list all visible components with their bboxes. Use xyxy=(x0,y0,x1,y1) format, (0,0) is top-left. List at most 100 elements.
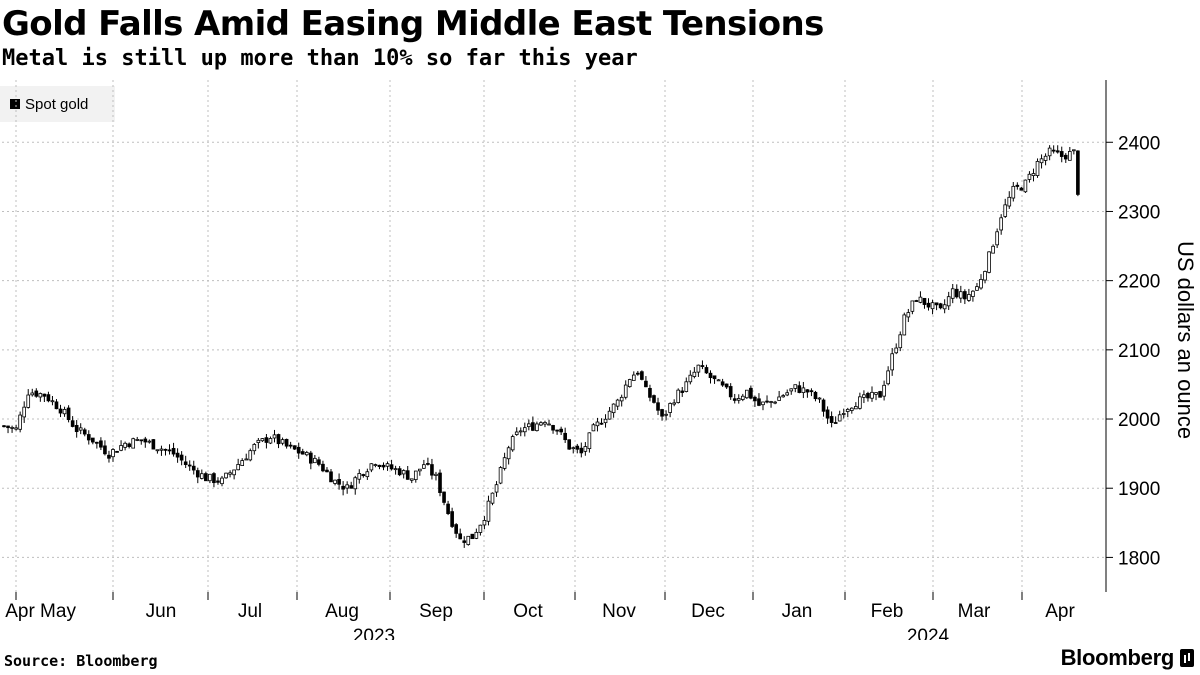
y-tick-label: 1900 xyxy=(1118,479,1160,500)
candle-body xyxy=(373,464,378,466)
legend-label-spot-gold: Spot gold xyxy=(25,95,89,113)
candle-body xyxy=(123,442,127,448)
candle-body xyxy=(405,470,410,480)
candle-body xyxy=(111,449,115,458)
candle-body xyxy=(2,425,6,428)
x-axis: Apr May Jun Jul Aug Sep Oct Nov Dec Jan Feb Mar Apr2… xyxy=(5,592,1075,640)
candle-body xyxy=(627,379,632,388)
candle-body xyxy=(930,302,935,310)
x-tick-label: Sep xyxy=(419,601,453,622)
candle-body xyxy=(179,454,184,461)
candle-body xyxy=(236,464,240,471)
candle-body xyxy=(486,500,491,522)
candle-body xyxy=(377,464,382,467)
y-tick-label: 2300 xyxy=(1118,202,1160,223)
candle-body xyxy=(769,401,773,403)
candle-body xyxy=(361,474,366,477)
x-tick-label: Jan xyxy=(782,601,813,622)
candle-body xyxy=(337,479,341,485)
candle-body xyxy=(611,403,616,414)
candle-body xyxy=(159,448,164,451)
candle-body xyxy=(789,388,794,392)
candle-body xyxy=(539,422,543,426)
candle-body xyxy=(543,422,547,425)
candle-body xyxy=(777,396,781,401)
candle-body xyxy=(300,451,305,455)
candle-body xyxy=(462,540,467,543)
candle-body xyxy=(409,478,414,481)
candle-body xyxy=(619,396,624,402)
candle-body xyxy=(551,425,555,431)
candle-body xyxy=(393,468,398,471)
candle-body xyxy=(906,312,911,318)
candle-body xyxy=(208,473,212,482)
candle-body xyxy=(898,334,903,349)
candle-body xyxy=(797,385,802,393)
candle-body xyxy=(603,418,608,424)
candle-body xyxy=(878,391,882,398)
candle-body xyxy=(224,472,228,479)
candle-body xyxy=(309,452,313,464)
candle-body xyxy=(934,302,939,306)
candle-body xyxy=(563,432,567,441)
candle-body xyxy=(615,399,620,407)
candle-body xyxy=(736,398,741,401)
candle-body xyxy=(50,400,55,403)
candle-body xyxy=(369,463,374,471)
candle-body xyxy=(478,524,483,533)
candle-body xyxy=(753,396,757,402)
candle-body xyxy=(704,367,709,374)
candle-body xyxy=(963,291,967,300)
y-tick-label: 2200 xyxy=(1118,272,1160,293)
candle-body xyxy=(434,473,438,476)
candle-body xyxy=(510,436,515,451)
candle-body xyxy=(849,407,854,411)
y-tick-label: 2000 xyxy=(1118,410,1160,431)
x-tick-label: Jul xyxy=(238,601,262,622)
candle-body xyxy=(212,473,216,484)
candle-body xyxy=(1007,196,1012,207)
candle-body xyxy=(349,485,354,489)
candle-body xyxy=(817,397,822,400)
candle-body xyxy=(26,394,31,408)
candle-body xyxy=(248,450,253,461)
candle-body xyxy=(200,473,204,479)
candle-body xyxy=(1019,187,1024,191)
candle-body xyxy=(430,464,434,476)
candle-body xyxy=(535,423,539,432)
candle-body xyxy=(514,431,519,435)
candle-body xyxy=(143,438,148,443)
candle-body xyxy=(46,394,51,402)
candle-body xyxy=(975,286,979,291)
candle-body xyxy=(167,449,172,452)
candle-body xyxy=(131,438,136,449)
candle-body xyxy=(890,353,894,371)
x-tick-label: May xyxy=(40,601,76,622)
candle-body xyxy=(304,452,309,456)
candle-body xyxy=(716,379,721,382)
candle-body xyxy=(979,278,983,289)
candle-body xyxy=(232,469,236,476)
candle-body xyxy=(317,459,321,465)
candle-body xyxy=(579,447,584,454)
candle-body xyxy=(345,484,349,489)
x-tick-label: Nov xyxy=(602,601,636,622)
candle-body xyxy=(1051,149,1056,152)
candle-body xyxy=(195,470,200,478)
candle-body xyxy=(1003,204,1008,217)
candle-body xyxy=(450,511,454,527)
x-tick-label: Oct xyxy=(513,601,543,622)
candle-body xyxy=(837,414,842,422)
candle-body xyxy=(22,406,27,418)
candle-body xyxy=(950,288,955,299)
candle-body xyxy=(296,446,301,454)
candle-body xyxy=(668,403,672,413)
candle-body xyxy=(353,477,358,490)
candle-body xyxy=(1015,184,1020,187)
y-tick-label: 2400 xyxy=(1118,133,1160,154)
candle-body xyxy=(482,520,487,526)
candle-body xyxy=(648,387,652,398)
candle-body xyxy=(845,408,850,412)
candle-body xyxy=(591,424,596,432)
x-year-label: 2023 xyxy=(353,626,395,640)
